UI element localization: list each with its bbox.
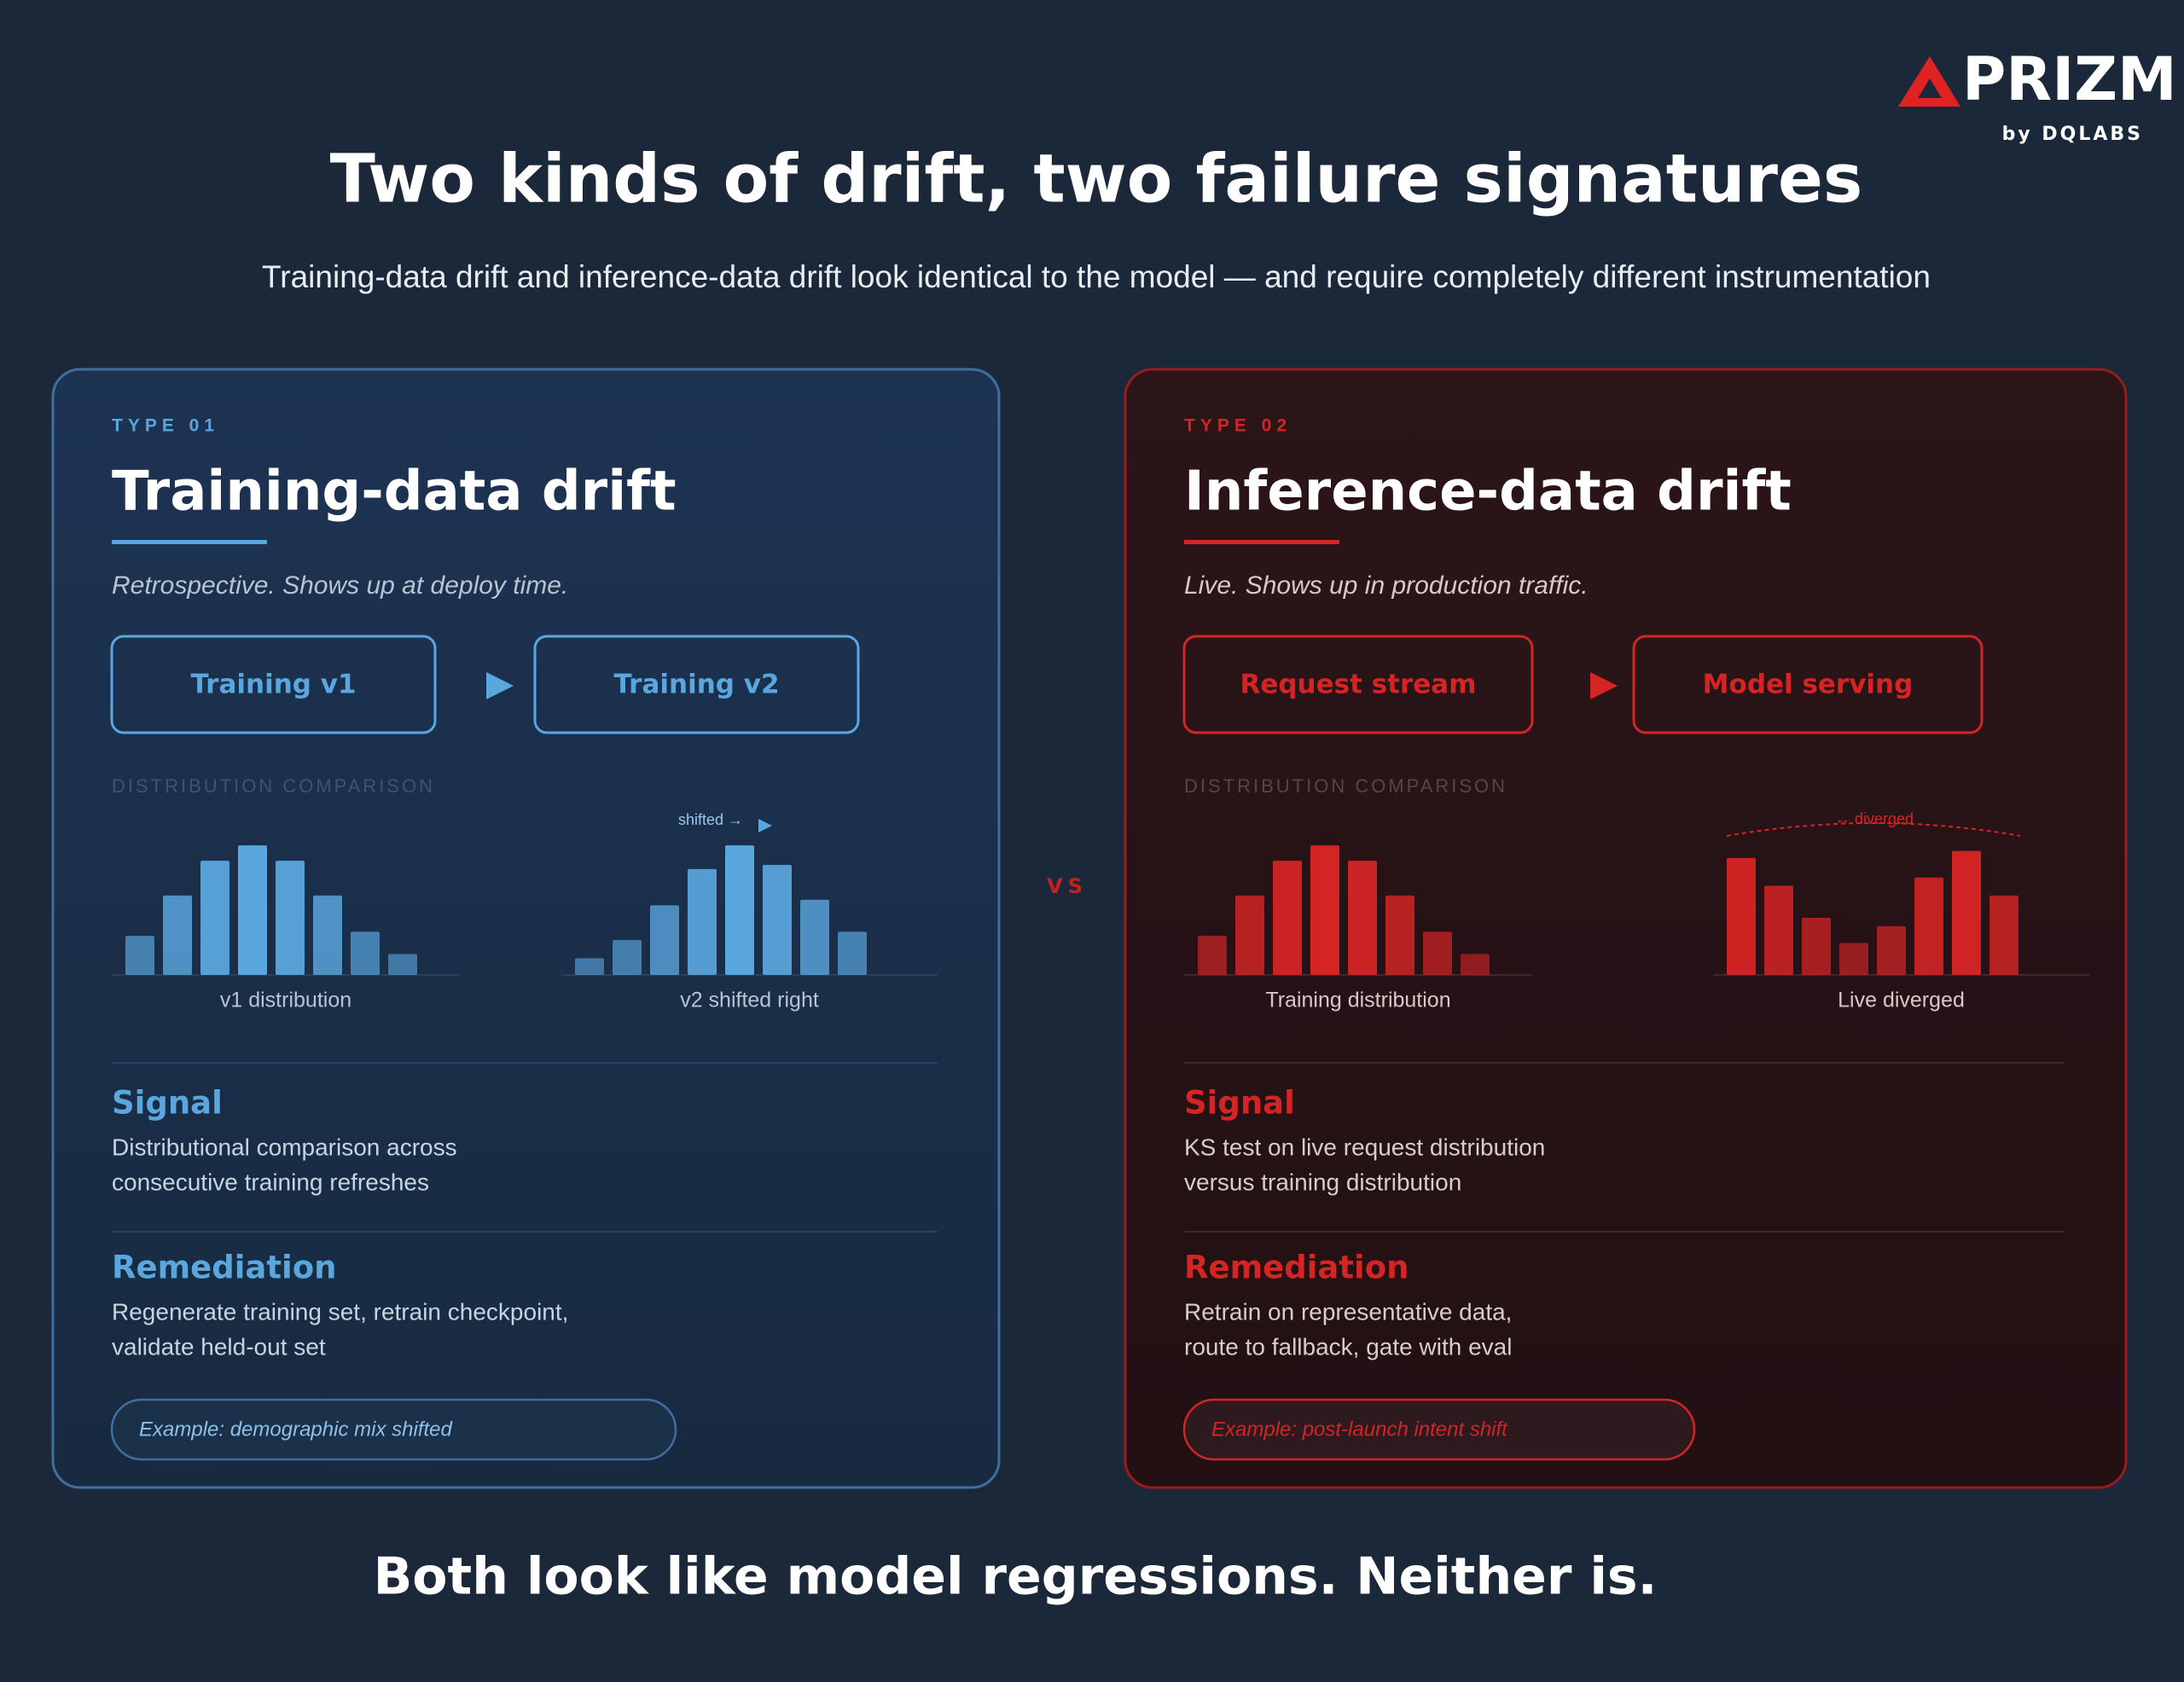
histogram-bar (238, 845, 267, 975)
chart-label: v2 shifted right (680, 989, 819, 1012)
card (51, 368, 1001, 1489)
flow-box (533, 635, 860, 734)
shift-marker (758, 819, 772, 832)
section-label: DISTRIBUTION COMPARISON (112, 775, 435, 797)
histogram-bar (688, 868, 717, 975)
histogram-bar (763, 864, 792, 975)
histogram-bar (313, 895, 342, 975)
flow-box (1182, 635, 1534, 734)
logo-name: PRIZM (1962, 44, 2177, 114)
histogram-bar (388, 954, 417, 975)
flow-label: Training v2 (613, 670, 779, 700)
chart-label: Training distribution (1265, 989, 1450, 1012)
card-tag: TYPE 02 (1184, 416, 1292, 436)
card-tag: TYPE 01 (112, 416, 219, 436)
histogram-bar (1273, 861, 1302, 975)
divergence-arc (1726, 822, 2021, 837)
flow-label: Request stream (1240, 670, 1476, 700)
example-text: Example: post-launch intent shift (1211, 1418, 1508, 1441)
flow-arrow (486, 672, 514, 699)
heading-underline (112, 540, 267, 544)
histogram-bar (1764, 885, 1793, 975)
histogram-bar (613, 940, 642, 975)
title: Two kinds of drift, two failure signatur… (330, 141, 1863, 218)
histogram-bar (1877, 925, 1906, 975)
card (1124, 368, 2128, 1489)
histogram-bar (800, 899, 829, 975)
chart-annotation: shifted → (678, 811, 743, 828)
flow-label: Training v1 (190, 670, 356, 700)
section-text: Retrain on representative data, (1184, 1298, 1512, 1325)
card-heading: Training-data drift (112, 461, 677, 524)
card-tagline: Retrospective. Shows up at deploy time. (112, 571, 568, 600)
histogram-bar (1952, 850, 1981, 975)
histogram-bar (838, 931, 867, 975)
flow-arrow (1590, 672, 1618, 699)
section-text: Distributional comparison across (112, 1134, 457, 1160)
histogram-bar (1727, 857, 1756, 975)
section-title: Signal (112, 1085, 223, 1122)
histogram-bar (1802, 918, 1831, 975)
chart-label: Live diverged (1838, 989, 1965, 1012)
heading-underline (1184, 540, 1339, 544)
section-text: consecutive training refreshes (112, 1169, 429, 1195)
section-text: KS test on live request distribution (1184, 1134, 1545, 1160)
histogram-bar (575, 958, 604, 975)
card-tagline: Live. Shows up in production traffic. (1184, 571, 1589, 600)
histogram-bar (125, 936, 154, 975)
section-title: Signal (1184, 1085, 1295, 1122)
histogram-bar (725, 845, 754, 975)
card-heading: Inference-data drift (1184, 461, 1792, 524)
flow-box (1632, 635, 1984, 734)
histogram-bar (1348, 861, 1377, 975)
histogram-bar (1235, 895, 1264, 975)
histogram-bar (1989, 895, 2018, 975)
subtitle: Training-data drift and inference-data d… (262, 259, 1931, 294)
histogram-bar (1914, 877, 1943, 975)
footer: Both look like model regressions. Neithe… (374, 1547, 1658, 1607)
example-text: Example: demographic mix shifted (139, 1418, 452, 1441)
section-title: Remediation (112, 1250, 337, 1286)
section-title: Remediation (1184, 1250, 1409, 1286)
histogram-bar (650, 905, 679, 975)
histogram-bar (200, 861, 229, 975)
logo-byline: by DQLABS (2002, 124, 2143, 145)
logo-mark (1898, 56, 1960, 107)
histogram-bar (1310, 845, 1339, 975)
example-pill (1182, 1398, 1696, 1461)
histogram-bar (1461, 954, 1490, 975)
histogram-bar (163, 895, 192, 975)
section-label: DISTRIBUTION COMPARISON (1184, 775, 1507, 797)
example-pill (110, 1398, 677, 1461)
flow-label: Model serving (1703, 670, 1914, 700)
section-text: route to fallback, gate with eval (1184, 1333, 1512, 1360)
histogram-bar (351, 931, 380, 975)
vs-label: VS (1047, 874, 1088, 898)
section-text: Regenerate training set, retrain checkpo… (112, 1298, 568, 1325)
histogram-bar (1423, 931, 1452, 975)
flow-box (110, 635, 437, 734)
section-text: versus training distribution (1184, 1169, 1461, 1195)
chart-annotation: ↔ diverged (1835, 810, 1914, 827)
histogram-bar (1198, 936, 1227, 975)
histogram-bar (1385, 895, 1414, 975)
histogram-bar (1839, 942, 1868, 975)
chart-label: v1 distribution (220, 989, 351, 1012)
histogram-bar (276, 861, 305, 975)
section-text: validate held-out set (112, 1333, 326, 1360)
